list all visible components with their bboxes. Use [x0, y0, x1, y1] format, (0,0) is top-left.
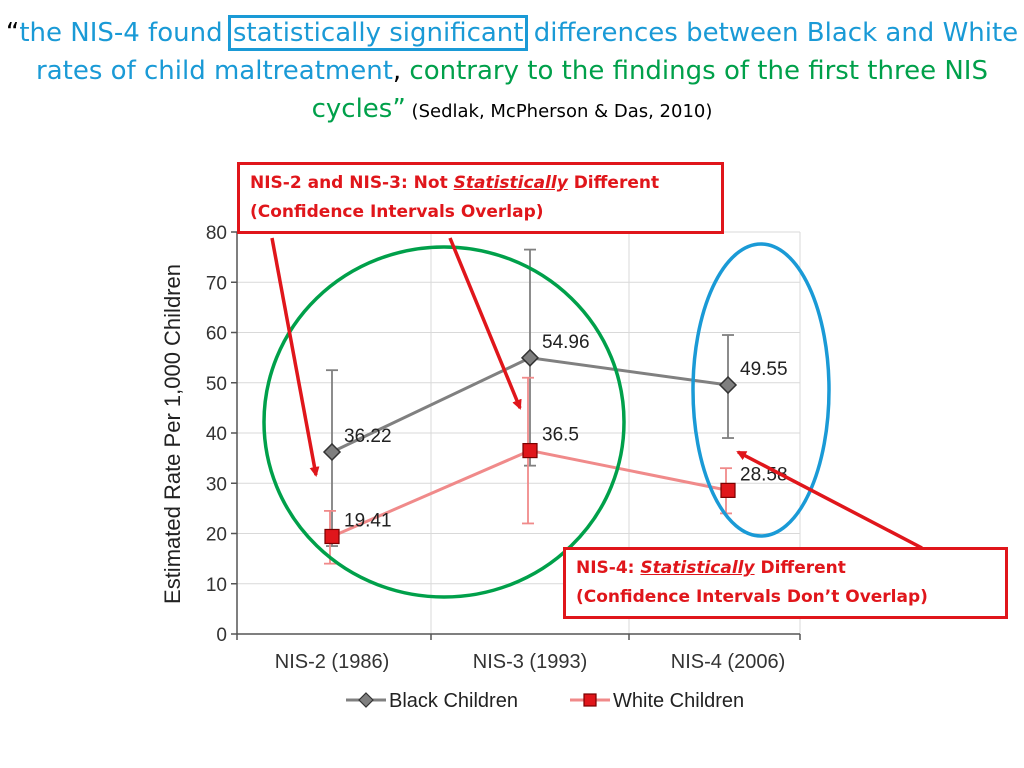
highlight-ellipse-blue	[691, 242, 831, 538]
callout-bottom-line2: (Confidence Intervals Don’t Overlap)	[576, 587, 928, 607]
x-tick-label: NIS-4 (2006)	[671, 651, 786, 673]
legend-marker-black	[358, 692, 374, 708]
data-point-square	[324, 528, 340, 545]
callout-bottom-suffix: Different	[754, 558, 846, 578]
callout-top-prefix: NIS-2 and NIS-3: Not	[250, 173, 454, 193]
legend-label-white: White Children	[613, 690, 744, 712]
title-part-2: differences between Black and White rate…	[36, 18, 1019, 86]
callout-bottom-line1: NIS-4: Statistically Different	[576, 554, 995, 583]
callout-top-line2: (Confidence Intervals Overlap)	[250, 202, 544, 222]
data-label: 19.41	[344, 510, 392, 531]
chart-annotations	[262, 237, 923, 599]
chart-axes: 0 10 20 30 40 50 60 70 80 NIS-2 (1986) NIS-3 (1993…	[160, 223, 801, 673]
y-tick-label: 10	[206, 575, 227, 596]
y-tick-label: 60	[206, 324, 227, 345]
title-part-1: the NIS-4 found	[19, 18, 231, 48]
slide-title: “the NIS-4 found statistically significa…	[0, 14, 1024, 131]
arrow-to-nis2	[270, 237, 320, 477]
y-tick-label: 80	[206, 223, 227, 244]
y-axis-label: Estimated Rate Per 1,000 Children	[160, 264, 185, 604]
callout-bottom-prefix: NIS-4:	[576, 558, 641, 578]
title-citation: (Sedlak, McPherson & Das, 2010)	[405, 101, 713, 122]
arrow-to-nis4	[736, 450, 923, 550]
title-part-3: contrary to the findings of the first th…	[311, 56, 988, 124]
series-black-children: 36.22 54.96 49.55	[322, 248, 788, 547]
chart-series: 36.22 54.96 49.55 19.41 36.5 28.58	[322, 248, 788, 565]
title-highlight-box: statistically significant	[227, 15, 529, 51]
callout-top-emphasis: Statistically	[453, 173, 568, 193]
data-point-square	[522, 442, 538, 459]
data-point-diamond	[718, 375, 738, 395]
data-label: 36.5	[542, 425, 579, 446]
data-point-square	[720, 482, 736, 498]
x-tick-label: NIS-3 (1993)	[473, 651, 588, 673]
callout-bottom-emphasis: Statistically	[640, 558, 755, 578]
y-tick-label: 30	[206, 474, 227, 495]
callout-top-suffix: Different	[567, 173, 660, 193]
callout-nis2-nis3: NIS-2 and NIS-3: Not Statistically Diffe…	[237, 162, 724, 234]
y-tick-label: 40	[206, 424, 227, 445]
data-label: 54.96	[542, 332, 590, 353]
x-tick-label: NIS-2 (1986)	[275, 651, 390, 673]
legend-marker-white	[583, 693, 597, 707]
data-point-diamond	[520, 348, 540, 367]
data-label: 36.22	[344, 426, 392, 447]
y-tick-label: 20	[206, 525, 227, 546]
highlight-ellipse-green	[262, 245, 626, 599]
callout-top-line1: NIS-2 and NIS-3: Not Statistically Diffe…	[250, 169, 711, 198]
arrow-to-nis3	[448, 237, 522, 410]
y-tick-label: 50	[206, 374, 227, 395]
chart-legend: Black Children White Children	[346, 690, 744, 712]
data-point-diamond	[322, 442, 342, 462]
data-label: 28.58	[740, 464, 788, 485]
legend-label-black: Black Children	[389, 690, 518, 712]
data-label: 49.55	[740, 359, 788, 380]
title-comma: ,	[392, 56, 402, 86]
y-tick-label: 70	[206, 273, 227, 294]
y-tick-label: 0	[216, 625, 227, 646]
series-white-children: 19.41 36.5 28.58	[324, 376, 788, 565]
callout-nis4: NIS-4: Statistically Different (Confiden…	[563, 547, 1008, 619]
title-open-quote: “	[5, 18, 20, 48]
